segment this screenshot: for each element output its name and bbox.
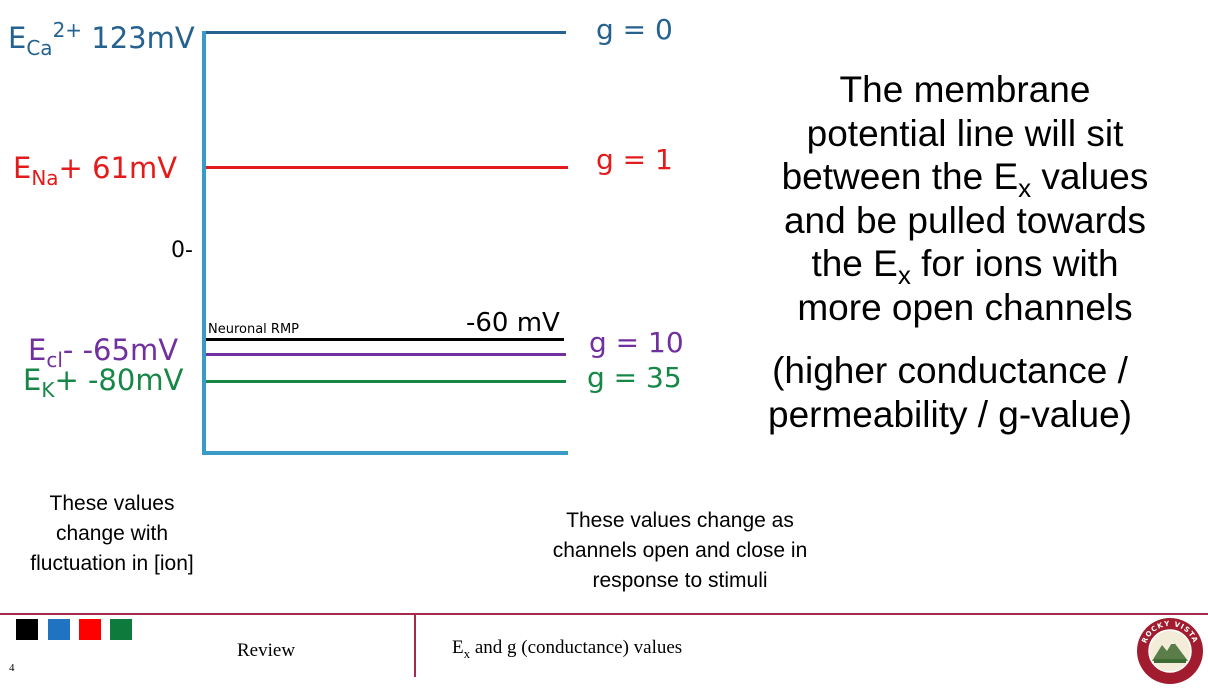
ion-label-k: EK+ -80mV	[23, 363, 184, 402]
color-swatch-blue	[48, 619, 70, 640]
footer-vertical-divider	[414, 614, 416, 677]
g-value-cl: g = 10	[589, 326, 684, 359]
explanation-line: permeability / g-value)	[768, 393, 1132, 435]
note-line: fluctuation in [ion]	[30, 552, 194, 575]
rmp-line	[206, 338, 564, 341]
explanation-line: (higher conductance /	[772, 350, 1128, 391]
rmp-label: Neuronal RMP	[208, 322, 300, 337]
explanation-text: The membrane potential line will sit bet…	[735, 68, 1195, 329]
na-equilibrium-line	[206, 166, 568, 169]
color-swatch-green	[110, 619, 132, 640]
diagram-vertical-axis	[202, 31, 206, 455]
footer-divider	[0, 613, 1208, 615]
left-note: These values change with fluctuation in …	[4, 489, 220, 579]
right-note: These values change as channels open and…	[505, 506, 855, 596]
ion-label-cl: Ecl- -65mV	[28, 333, 179, 372]
zero-mark-label: 0-	[171, 238, 193, 263]
color-swatch-black	[16, 619, 38, 640]
explanation-line: the Ex for ions with	[811, 243, 1119, 290]
explanation-line: more open channels	[797, 286, 1133, 328]
footer-section: Review	[237, 640, 296, 661]
university-logo: ROCKY VISTA	[1136, 617, 1204, 684]
g-value-k: g = 35	[587, 361, 682, 394]
note-line: These values	[49, 492, 175, 515]
ion-label-na: ENa+ 61mV	[13, 151, 178, 190]
note-line: response to stimuli	[592, 569, 768, 592]
ca-equilibrium-line	[206, 31, 566, 34]
note-line: These values change as	[566, 509, 794, 532]
explanation-line: and be pulled towards	[783, 199, 1147, 241]
note-line: change with	[55, 522, 169, 545]
g-value-na: g = 1	[596, 143, 673, 176]
diagram-bottom-line	[202, 451, 568, 455]
explanation-line: potential line will sit	[806, 112, 1124, 154]
footer-title: Ex and g (conductance) values	[452, 637, 683, 661]
k-equilibrium-line	[206, 380, 566, 383]
color-swatch-red	[79, 619, 101, 640]
explanation-line: between the Ex values	[781, 156, 1149, 203]
note-line: channels open and close in	[552, 539, 808, 562]
rmp-value: -60 mV	[466, 308, 560, 338]
explanation-parenthetical: (higher conductance / permeability / g-v…	[720, 349, 1180, 436]
g-value-ca: g = 0	[596, 13, 673, 46]
page-number: 4	[9, 662, 15, 674]
explanation-line: The membrane	[839, 69, 1091, 110]
cl-equilibrium-line	[206, 353, 566, 356]
ion-label-ca: ECa2+ 123mV	[8, 18, 195, 60]
